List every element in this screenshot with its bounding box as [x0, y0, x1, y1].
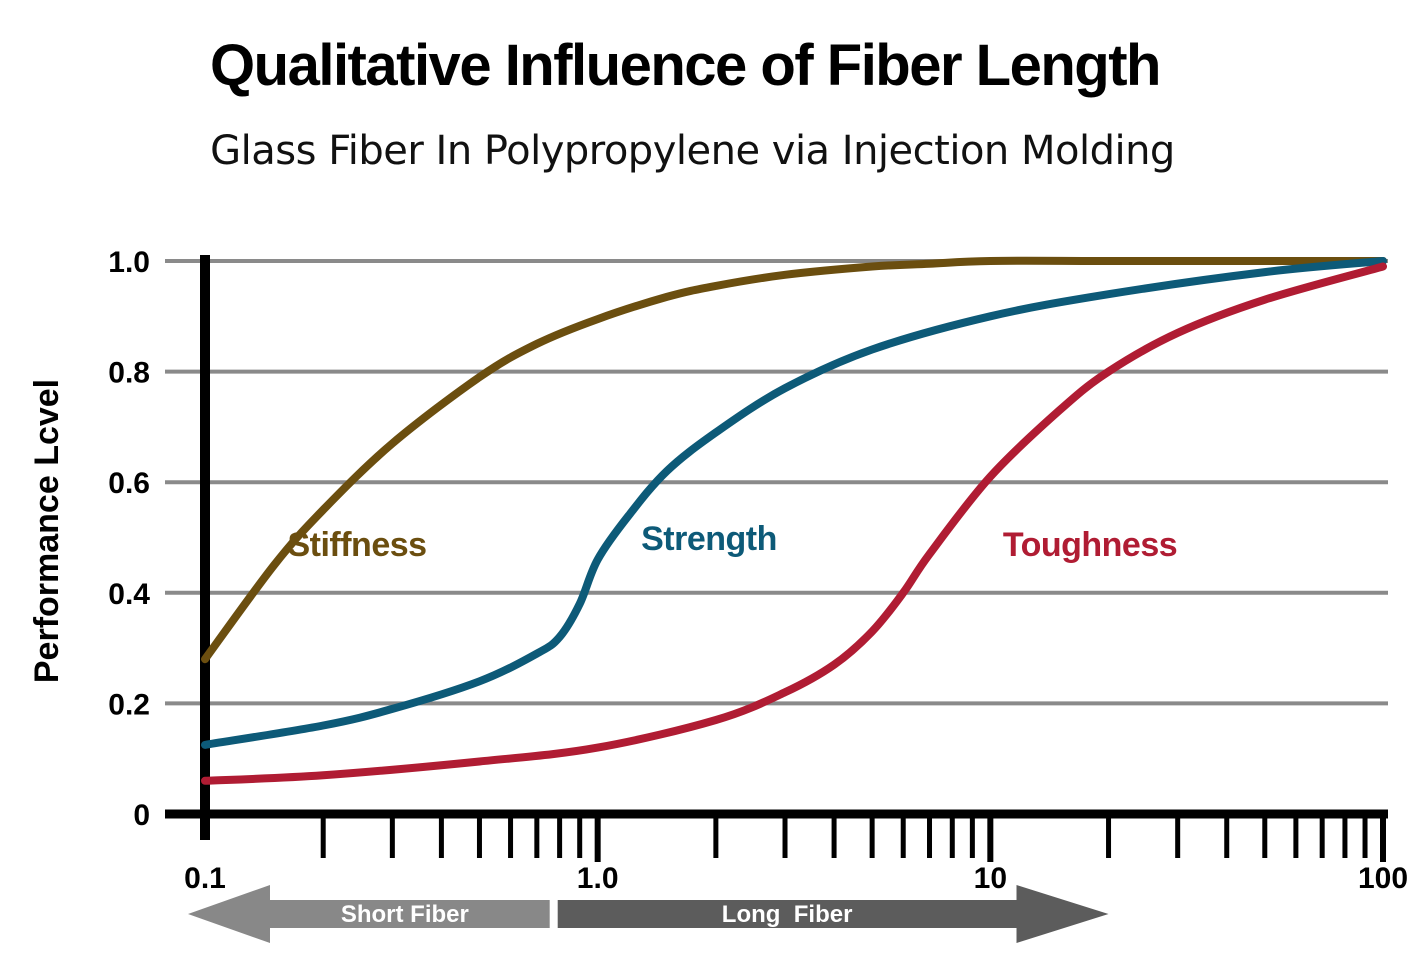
- series-line-strength: [201, 257, 1387, 749]
- labels: Stiffness Strength Toughness: [287, 520, 1177, 564]
- chart-title: Qualitative Influence of Fiber Length: [210, 33, 1161, 98]
- x-tick-label: 100: [1358, 862, 1408, 895]
- y-tick-label: 1.0: [108, 246, 150, 279]
- x-tick-label: 1.0: [577, 862, 619, 895]
- axes: 0 0.2 0.4 0.6 0.8 1.0 0.1 1.0 10 100 Performance L…: [28, 246, 1408, 895]
- range-arrow-short-fiber: [188, 885, 550, 943]
- y-tick-label: 0: [133, 799, 150, 832]
- range-arrows: Short Fiber Long Fiber: [188, 885, 1109, 943]
- range-arrow-long-fiber: [557, 885, 1109, 943]
- series-line-toughness: [201, 262, 1387, 785]
- y-tick-label: 0.8: [108, 357, 150, 390]
- y-axis-label: Performance Lcvel: [28, 379, 66, 683]
- curve-label-strength: Strength: [641, 520, 777, 558]
- curve-label-toughness: Toughness: [1003, 526, 1177, 564]
- y-tick-label: 0.4: [108, 578, 150, 611]
- range-arrow-label: Short Fiber: [341, 901, 469, 928]
- y-tick-label: 0.2: [108, 688, 150, 721]
- y-tick-label: 0.6: [108, 467, 150, 500]
- series-line-stiffness: [201, 256, 1387, 664]
- curve-label-stiffness: Stiffness: [287, 526, 426, 564]
- x-tick-label: 10: [974, 862, 1007, 895]
- range-arrow-label: Long Fiber: [722, 901, 853, 928]
- chart-subtitle: Glass Fiber In Polypropylene via Injecti…: [210, 128, 1175, 174]
- series-lines: [201, 256, 1387, 785]
- x-tick-label: 0.1: [184, 862, 226, 895]
